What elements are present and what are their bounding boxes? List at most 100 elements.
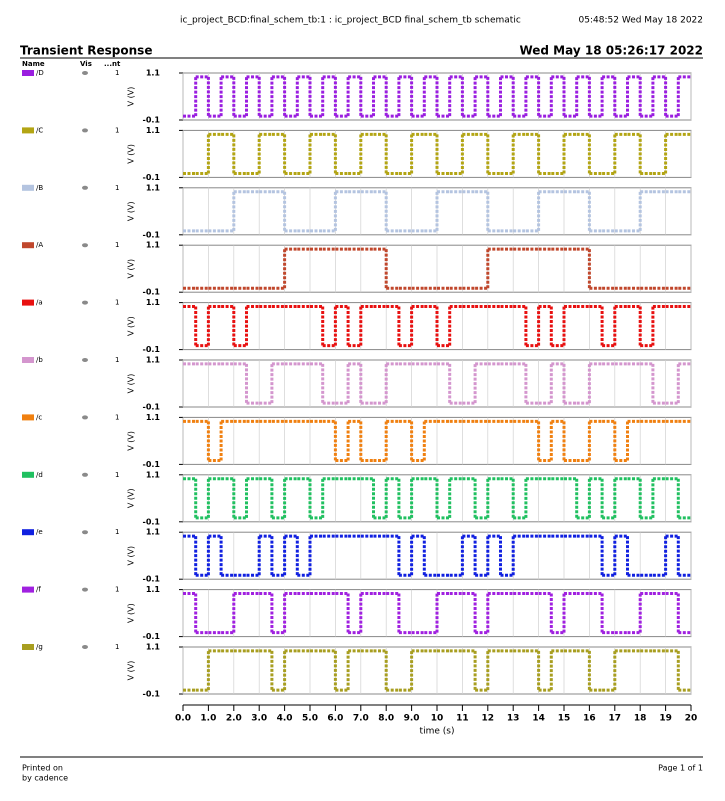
y-axis-label: V (V) — [127, 374, 136, 394]
legend-swatch — [22, 357, 34, 363]
y-tick-label: -0.1 — [143, 230, 161, 239]
x-tick-label: 14 — [532, 714, 545, 724]
legend-swatch — [22, 242, 34, 249]
x-tick-label: 1.0 — [200, 714, 216, 724]
vis-icon — [82, 472, 88, 477]
y-axis-label: V (V) — [127, 259, 136, 279]
vis-icon — [82, 645, 88, 649]
y-tick-label: -0.1 — [143, 288, 161, 297]
nt-value: 1 — [115, 356, 119, 364]
y-axis-label: V (V) — [127, 603, 136, 623]
y-axis-label: V (V) — [127, 316, 136, 336]
footer-by: by cadence — [22, 774, 68, 783]
legend-name: /d — [36, 471, 43, 479]
x-tick-label: 18 — [634, 714, 647, 724]
chart-date: Wed May 18 05:26:17 2022 — [519, 44, 703, 58]
header-left: ic_project_BCD:final_schem_tb:1 : ic_pro… — [180, 16, 521, 26]
legend-swatch — [22, 299, 34, 306]
vis-icon — [82, 530, 88, 535]
y-tick-label: 1.1 — [146, 585, 161, 594]
x-tick-label: 15 — [558, 714, 571, 724]
x-tick-label: 12 — [482, 714, 495, 724]
nt-value: 1 — [115, 643, 119, 651]
legend-name: /e — [36, 528, 43, 536]
legend-name: /a — [36, 299, 43, 307]
x-tick-label: 20 — [685, 714, 698, 724]
y-axis-label: V (V) — [127, 546, 136, 566]
y-tick-label: 1.1 — [146, 356, 161, 365]
vis-icon — [82, 128, 88, 133]
x-tick-label: 3.0 — [251, 714, 267, 724]
y-axis-label: V (V) — [127, 431, 136, 451]
x-tick-label: 19 — [659, 714, 672, 724]
legend-name: /f — [36, 586, 41, 594]
x-tick-label: 11 — [456, 714, 469, 724]
vis-icon — [82, 243, 88, 248]
nt-value: 1 — [115, 69, 119, 77]
vis-icon — [82, 185, 88, 190]
y-tick-label: -0.1 — [143, 690, 161, 699]
x-tick-label: 7.0 — [353, 714, 369, 724]
legend-swatch — [22, 184, 34, 191]
legend-swatch — [22, 70, 34, 76]
legend-name: /A — [36, 241, 43, 249]
legend-name: /g — [36, 643, 43, 651]
x-tick-label: 2.0 — [226, 714, 242, 724]
legend-name: /b — [36, 356, 43, 364]
legend-name: /B — [36, 184, 43, 192]
y-tick-label: -0.1 — [143, 173, 161, 182]
y-tick-label: -0.1 — [143, 517, 161, 526]
y-tick-label: -0.1 — [143, 345, 161, 354]
column-header: ...nt — [104, 60, 121, 68]
y-tick-label: 1.1 — [146, 470, 161, 479]
nt-value: 1 — [115, 299, 119, 307]
legend-swatch — [22, 586, 34, 593]
chart-title: Transient Response — [20, 44, 152, 58]
header-right: 05:48:52 Wed May 18 2022 — [579, 16, 703, 26]
x-axis-label: time (s) — [420, 727, 455, 737]
x-tick-label: 0.0 — [175, 714, 191, 724]
footer-printed: Printed on — [22, 764, 63, 773]
x-tick-label: 5.0 — [302, 714, 318, 724]
x-tick-label: 4.0 — [277, 714, 293, 724]
nt-value: 1 — [115, 528, 119, 536]
y-tick-label: 1.1 — [146, 298, 161, 307]
y-tick-label: 1.1 — [146, 241, 161, 250]
column-header: Vis — [80, 60, 92, 68]
y-tick-label: 1.1 — [146, 183, 161, 192]
legend-swatch — [22, 414, 34, 421]
y-tick-label: 1.1 — [146, 69, 161, 78]
legend-swatch — [22, 471, 34, 478]
legend-swatch — [22, 644, 34, 650]
column-header: Name — [22, 60, 45, 68]
x-tick-label: 13 — [507, 714, 520, 724]
x-tick-label: 10 — [431, 714, 444, 724]
vis-icon — [82, 300, 88, 305]
y-axis-label: V (V) — [127, 661, 136, 681]
x-tick-label: 16 — [583, 714, 596, 724]
y-tick-label: -0.1 — [143, 116, 161, 125]
y-axis-label: V (V) — [127, 144, 136, 164]
vis-icon — [82, 71, 88, 75]
vis-icon — [82, 415, 88, 420]
y-tick-label: 1.1 — [146, 643, 161, 652]
y-tick-label: 1.1 — [146, 528, 161, 537]
y-tick-label: -0.1 — [143, 632, 161, 641]
vis-icon — [82, 358, 88, 362]
y-axis-label: V (V) — [127, 488, 136, 508]
legend-name: /D — [36, 69, 44, 77]
y-tick-label: 1.1 — [146, 126, 161, 135]
nt-value: 1 — [115, 126, 119, 134]
legend-swatch — [22, 127, 34, 134]
legend-name: /c — [36, 413, 42, 421]
vis-icon — [82, 587, 88, 592]
x-tick-label: 17 — [609, 714, 622, 724]
nt-value: 1 — [115, 471, 119, 479]
nt-value: 1 — [115, 586, 119, 594]
x-tick-label: 9.0 — [404, 714, 420, 724]
legend-name: /C — [36, 126, 43, 134]
y-axis-label: V (V) — [127, 201, 136, 221]
y-tick-label: -0.1 — [143, 575, 161, 584]
nt-value: 1 — [115, 184, 119, 192]
